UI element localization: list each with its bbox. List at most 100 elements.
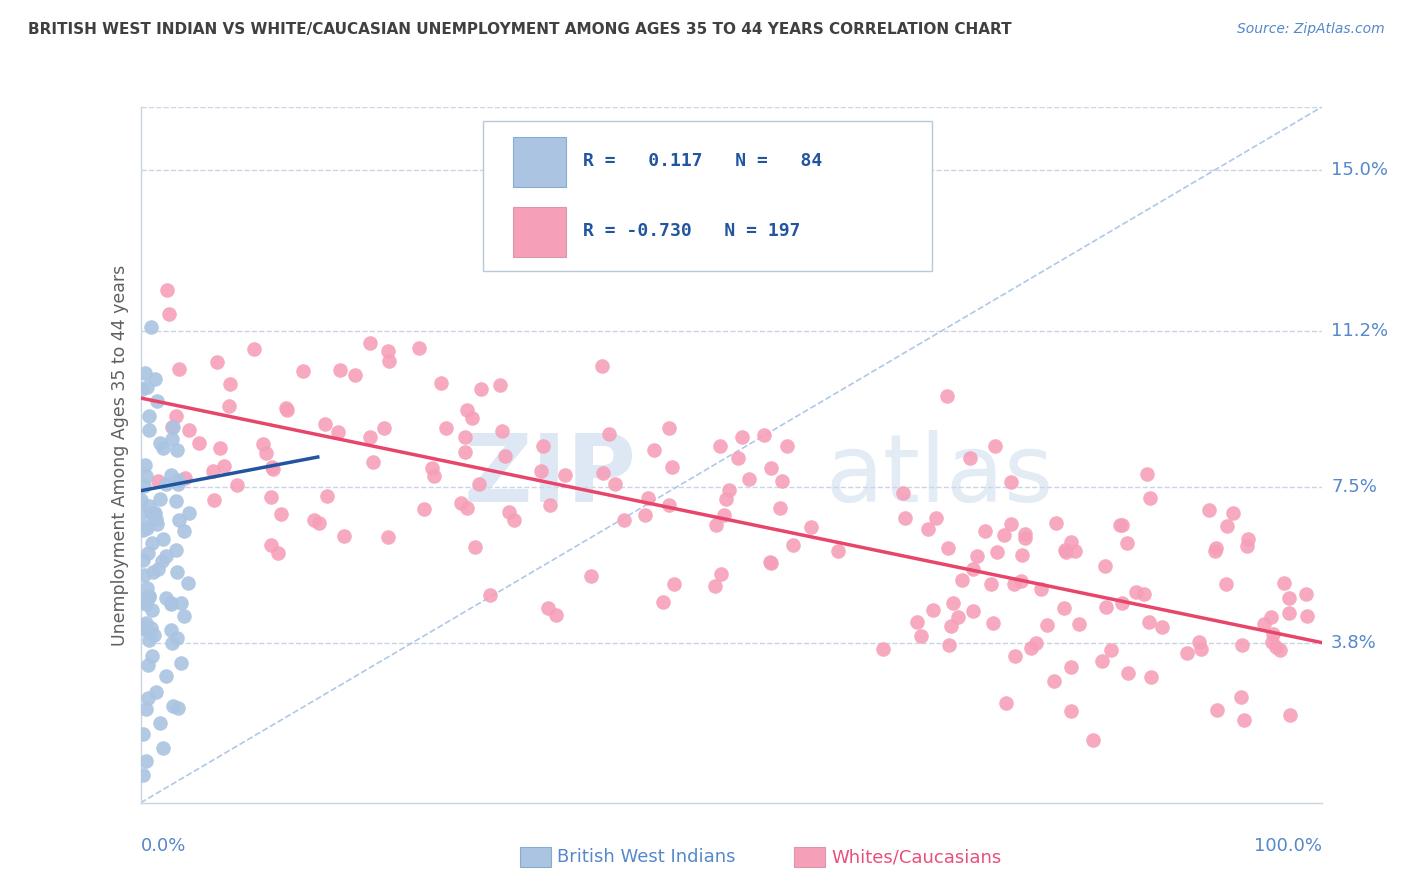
Point bbox=[136, 581, 159, 595]
Point bbox=[727, 450, 749, 465]
Point bbox=[1025, 636, 1047, 650]
Point bbox=[167, 362, 190, 376]
Point bbox=[131, 619, 153, 633]
Point bbox=[464, 540, 486, 554]
Point bbox=[212, 458, 235, 473]
Point bbox=[592, 467, 614, 481]
Point bbox=[160, 596, 183, 610]
Point bbox=[1109, 517, 1132, 532]
Point bbox=[962, 604, 984, 618]
Point bbox=[591, 359, 613, 373]
Point bbox=[1115, 535, 1137, 549]
Point bbox=[166, 442, 188, 457]
Point bbox=[423, 468, 446, 483]
Text: 0.0%: 0.0% bbox=[141, 837, 186, 855]
Point bbox=[1064, 544, 1087, 558]
Point bbox=[948, 610, 970, 624]
Point bbox=[138, 589, 160, 603]
Point bbox=[202, 493, 225, 508]
Point bbox=[910, 629, 932, 643]
Point bbox=[160, 467, 183, 482]
Point bbox=[1031, 582, 1053, 597]
Text: BRITISH WEST INDIAN VS WHITE/CAUCASIAN UNEMPLOYMENT AMONG AGES 35 TO 44 YEARS CO: BRITISH WEST INDIAN VS WHITE/CAUCASIAN U… bbox=[28, 22, 1012, 37]
Point bbox=[160, 420, 183, 434]
Point bbox=[145, 512, 167, 526]
Point bbox=[454, 430, 477, 444]
FancyBboxPatch shape bbox=[513, 137, 565, 187]
Point bbox=[165, 542, 187, 557]
Point bbox=[177, 576, 200, 591]
Point bbox=[456, 403, 478, 417]
Point bbox=[136, 658, 159, 673]
Point bbox=[359, 335, 381, 350]
Point bbox=[1189, 641, 1212, 656]
Point bbox=[1260, 610, 1282, 624]
Point bbox=[328, 425, 350, 440]
Point bbox=[1230, 690, 1253, 704]
Point bbox=[170, 597, 193, 611]
Point bbox=[1204, 544, 1226, 558]
Point bbox=[179, 506, 201, 520]
Text: Source: ZipAtlas.com: Source: ZipAtlas.com bbox=[1237, 22, 1385, 37]
Point bbox=[136, 546, 159, 560]
Point bbox=[1000, 475, 1022, 490]
Point bbox=[1215, 577, 1237, 591]
Point bbox=[1230, 638, 1253, 652]
Text: 15.0%: 15.0% bbox=[1331, 161, 1388, 179]
Point bbox=[333, 529, 356, 543]
Point bbox=[262, 459, 284, 474]
Point bbox=[1045, 516, 1067, 530]
Point bbox=[782, 538, 804, 552]
Point bbox=[145, 685, 167, 699]
Point bbox=[262, 462, 284, 476]
Point bbox=[165, 493, 187, 508]
Point bbox=[1295, 587, 1317, 601]
Point bbox=[709, 439, 731, 453]
Point bbox=[554, 467, 576, 482]
Point bbox=[373, 420, 395, 434]
Point bbox=[938, 541, 960, 555]
Point bbox=[160, 623, 183, 637]
Point bbox=[1011, 548, 1033, 562]
Point bbox=[652, 594, 675, 608]
Point bbox=[132, 553, 155, 567]
Point bbox=[266, 546, 288, 560]
Point bbox=[135, 469, 157, 483]
Point bbox=[135, 380, 157, 394]
Point bbox=[959, 450, 981, 465]
Point bbox=[704, 579, 727, 593]
Point bbox=[146, 393, 169, 408]
Point bbox=[276, 401, 298, 416]
Point bbox=[308, 516, 330, 530]
Point bbox=[155, 668, 177, 682]
Point bbox=[1222, 506, 1244, 520]
Point bbox=[450, 496, 472, 510]
Point bbox=[1216, 519, 1239, 533]
Point bbox=[468, 476, 491, 491]
Point bbox=[754, 428, 776, 442]
Point bbox=[136, 521, 159, 535]
Point bbox=[173, 470, 195, 484]
Point bbox=[634, 508, 657, 522]
Point bbox=[162, 432, 184, 446]
Point bbox=[359, 430, 381, 444]
Point bbox=[143, 506, 166, 520]
Point bbox=[149, 491, 172, 506]
Point bbox=[420, 460, 443, 475]
Point bbox=[1136, 467, 1159, 482]
Point bbox=[925, 511, 948, 525]
Point bbox=[1111, 518, 1133, 533]
Point bbox=[132, 727, 155, 741]
Point bbox=[132, 523, 155, 537]
Point bbox=[138, 632, 160, 647]
Point bbox=[134, 567, 156, 582]
Point bbox=[173, 524, 195, 539]
Point bbox=[935, 388, 957, 402]
Point bbox=[1296, 608, 1319, 623]
Point bbox=[1083, 732, 1105, 747]
Point bbox=[1137, 615, 1160, 629]
Point bbox=[134, 458, 156, 472]
Point bbox=[1253, 616, 1275, 631]
Point bbox=[155, 591, 177, 606]
Point bbox=[412, 502, 434, 516]
